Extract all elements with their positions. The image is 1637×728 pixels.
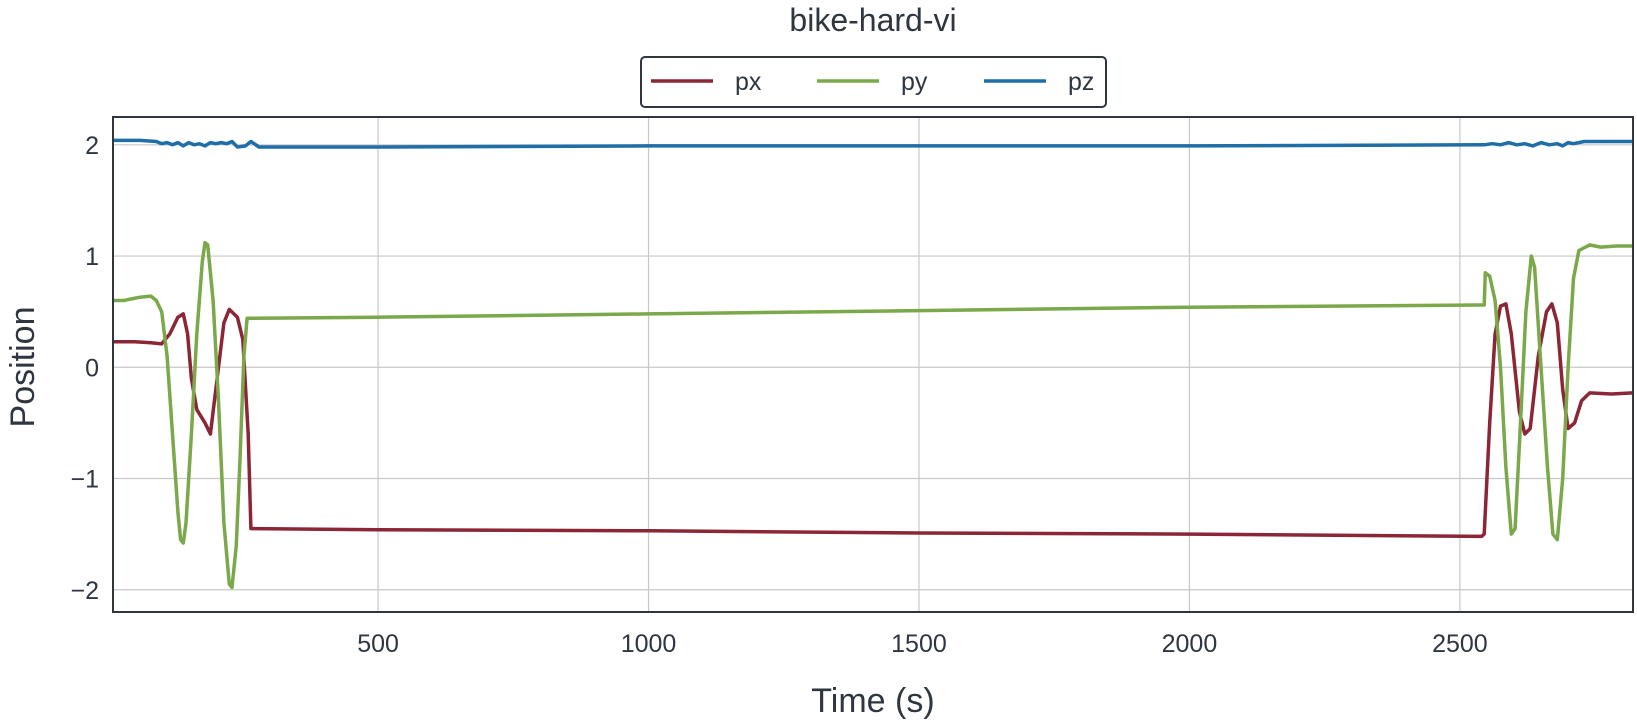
- legend-label-py: py: [901, 68, 928, 96]
- plot-frame: [112, 116, 1634, 613]
- legend-label-px: px: [735, 68, 762, 96]
- y-tick-label: −2: [70, 577, 99, 605]
- y-tick-label: 1: [85, 243, 99, 271]
- y-tick-label: 2: [85, 132, 99, 160]
- x-axis-label: Time (s): [811, 682, 934, 720]
- grid: [113, 117, 1633, 612]
- y-axis-label: Position: [4, 307, 42, 428]
- x-tick-label: 500: [357, 630, 399, 658]
- y-tick-label: −1: [70, 466, 99, 494]
- x-tick-label: 2000: [1162, 630, 1218, 658]
- legend: px py pz: [640, 56, 1107, 108]
- legend-label-pz: pz: [1068, 68, 1094, 96]
- series-line-py: [113, 240, 1633, 590]
- series-layer: [113, 138, 1633, 590]
- chart-title: bike-hard-vi: [789, 2, 956, 38]
- x-tick-label: 1000: [621, 630, 677, 658]
- y-tick-label: 0: [85, 354, 99, 382]
- ticks: 500 1000 1500 2000 2500 −2 −1 0 1 2: [70, 132, 1487, 658]
- x-tick-label: 1500: [891, 630, 947, 658]
- series-line-px: [113, 302, 1633, 539]
- x-tick-label: 2500: [1432, 630, 1488, 658]
- series-line-pz: [113, 138, 1633, 149]
